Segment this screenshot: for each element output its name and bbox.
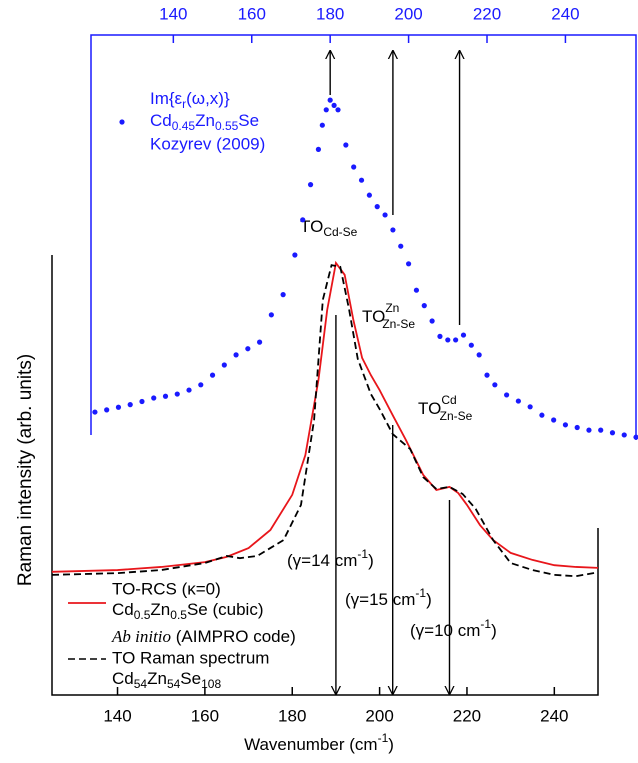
legend-text: Ab initio (AIMPRO code)	[111, 627, 296, 647]
x2-tick-label: 140	[159, 4, 187, 23]
data-point	[390, 227, 396, 233]
legend-text: Cd0.5Zn0.5Se (cubic)	[112, 600, 263, 622]
data-point	[437, 333, 443, 339]
data-point	[539, 412, 545, 418]
data-point	[315, 146, 322, 152]
data-point	[413, 287, 420, 293]
data-point	[366, 192, 372, 198]
data-point	[429, 318, 435, 324]
data-point	[331, 102, 337, 108]
x2-tick-label: 160	[238, 4, 266, 23]
data-point	[292, 252, 298, 258]
data-point	[609, 430, 616, 436]
data-point	[139, 398, 145, 405]
x-tick-label: 180	[278, 706, 306, 725]
data-point	[233, 352, 239, 358]
x-tick-label: 160	[191, 706, 219, 725]
series-line	[51, 260, 599, 573]
data-point	[515, 398, 521, 404]
data-point	[174, 391, 180, 397]
data-point	[92, 409, 98, 415]
mode-label: TOCd Zn-Se	[418, 393, 473, 423]
data-point	[621, 432, 627, 438]
data-point	[527, 404, 533, 410]
x-tick-label: 220	[453, 706, 481, 725]
data-point	[268, 312, 274, 318]
data-point	[445, 337, 451, 343]
data-point	[351, 164, 357, 170]
legend-text: Cd0.45Zn0.55Se	[150, 111, 259, 133]
data-point	[335, 107, 341, 113]
data-point	[221, 362, 227, 368]
top-frame	[90, 34, 637, 440]
data-point	[574, 424, 580, 431]
legend-text: TO Raman spectrum	[112, 648, 269, 667]
data-point	[280, 292, 286, 298]
data-point	[323, 107, 329, 113]
data-point	[186, 387, 192, 393]
bottom-frame	[51, 255, 599, 696]
data-point	[374, 204, 380, 210]
data-point	[504, 392, 510, 398]
data-point	[162, 393, 169, 399]
legend-text: Cd54Zn54Se108	[112, 669, 221, 691]
gamma-label: (γ=14 cm-1)	[287, 547, 374, 570]
mode-label: TOZn Zn-Se	[362, 301, 415, 331]
gamma-label: (γ=15 cm-1)	[345, 586, 432, 609]
data-point	[327, 97, 333, 103]
x2-tick-label: 220	[473, 4, 501, 23]
x-tick-label: 240	[540, 706, 568, 725]
data-point	[476, 352, 482, 358]
data-point	[209, 372, 216, 378]
series-line	[51, 264, 599, 578]
data-point	[460, 332, 467, 338]
x2-tick-label: 240	[551, 4, 579, 23]
data-point	[198, 382, 204, 388]
gamma-label: (γ=10 cm-1)	[410, 617, 497, 640]
data-point	[453, 337, 459, 343]
data-point	[319, 122, 325, 128]
legend-text: Kozyrev (2009)	[150, 134, 265, 153]
data-point	[127, 402, 133, 408]
x-axis-label: Wavenumber (cm-1)	[244, 731, 394, 754]
mode-label: TOCd-Se	[300, 217, 358, 239]
data-point	[468, 342, 474, 348]
data-point	[633, 434, 638, 440]
data-point	[245, 346, 251, 352]
data-point	[421, 303, 427, 309]
data-point	[398, 243, 404, 249]
data-point	[307, 182, 314, 188]
data-point	[492, 382, 498, 388]
data-point	[343, 142, 349, 148]
data-point	[256, 339, 263, 345]
data-point	[598, 427, 604, 433]
legend-marker	[119, 119, 125, 125]
data-point	[104, 407, 110, 413]
x-tick-label: 200	[365, 706, 393, 725]
x2-tick-label: 180	[316, 4, 344, 23]
data-point	[586, 427, 592, 433]
x2-tick-label: 200	[394, 4, 422, 23]
y-axis-label: Raman intensity (arb. units)	[15, 354, 36, 586]
legend-text: TO-RCS (κ=0)	[112, 579, 221, 598]
data-point	[551, 417, 557, 423]
legend-text: Im{εr(ω,x)}	[150, 89, 230, 111]
x-tick-label: 140	[103, 706, 131, 725]
data-point	[382, 212, 388, 218]
data-point	[484, 372, 490, 378]
data-point	[151, 395, 157, 401]
data-point	[405, 261, 412, 267]
data-point	[562, 422, 569, 428]
data-point	[358, 177, 365, 183]
data-point	[115, 404, 122, 410]
data-point	[300, 217, 306, 223]
